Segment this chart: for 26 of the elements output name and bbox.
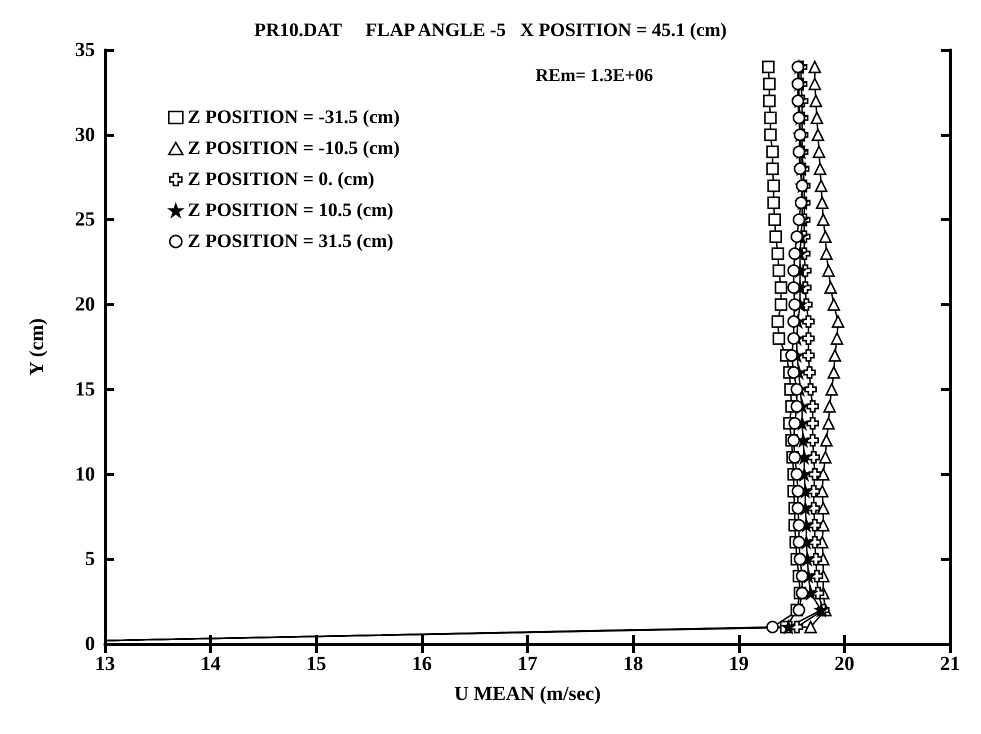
x-tick-label: 14 bbox=[200, 653, 221, 675]
x-tick-label: 13 bbox=[95, 653, 115, 675]
x-tick-label: 17 bbox=[518, 653, 538, 675]
y-axis-title: Y (cm) bbox=[26, 318, 48, 376]
x-axis-title: U MEAN (m/sec) bbox=[454, 683, 601, 705]
y-tick-label: 25 bbox=[75, 208, 95, 231]
y-tick-label: 20 bbox=[75, 294, 95, 316]
x-tick-label: 21 bbox=[940, 653, 960, 675]
legend-label: Z POSITION = 10.5 (cm) bbox=[188, 200, 394, 221]
legend-label: Z POSITION = -31.5 (cm) bbox=[188, 107, 400, 128]
x-tick-label: 16 bbox=[412, 653, 432, 675]
y-tick-label: 10 bbox=[75, 463, 95, 486]
y-tick-label: 0 bbox=[85, 633, 95, 655]
x-tick-label: 20 bbox=[834, 653, 854, 675]
x-tick-label: 15 bbox=[306, 653, 326, 675]
x-tick-label: 19 bbox=[728, 653, 749, 675]
y-tick-label: 15 bbox=[75, 378, 95, 400]
annotation: REm= 1.3E+06 bbox=[535, 65, 654, 85]
y-tick-label: 35 bbox=[75, 39, 95, 61]
x-tick-label: 18 bbox=[623, 653, 644, 675]
y-tick-label: 5 bbox=[85, 548, 95, 570]
chart-title: PR10.DAT FLAP ANGLE -5 X POSITION = 45.1 (cm) bbox=[254, 20, 727, 41]
legend-label: Z POSITION = -10.5 (cm) bbox=[188, 138, 400, 159]
legend-label: Z POSITION = 31.5 (cm) bbox=[188, 231, 394, 252]
legend-label: Z POSITION = 0. (cm) bbox=[188, 169, 374, 190]
y-tick-label: 30 bbox=[75, 124, 95, 146]
